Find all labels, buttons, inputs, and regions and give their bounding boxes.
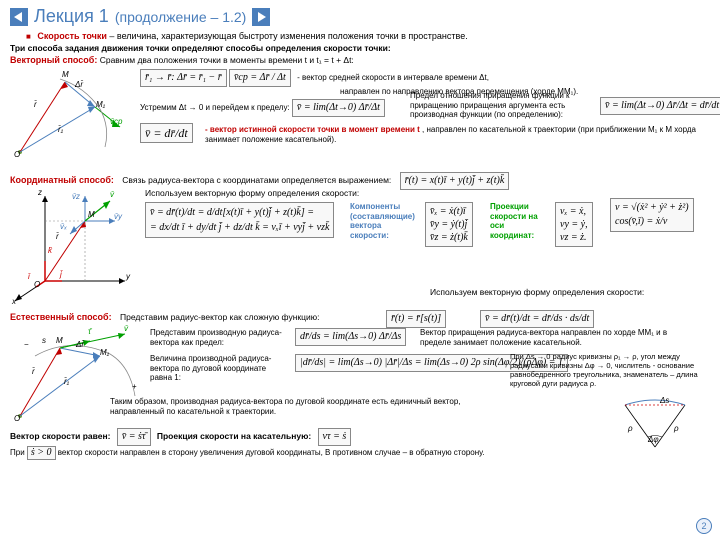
nat-rep: Представим радиус-вектор как сложную фун… <box>120 312 319 322</box>
coord-use: Используем векторную форму определения с… <box>145 188 359 198</box>
triangle-left-icon <box>14 12 24 22</box>
n-ds: Δs <box>660 396 669 406</box>
coord-link-f: r̄(t) = x(t)ī + y(t)j̄ + z(t)k̄ <box>400 172 510 190</box>
vector-diagram <box>10 67 130 162</box>
three-methods: Три способа задания движения точки опред… <box>10 43 710 53</box>
n-minus: − <box>24 340 29 350</box>
diag-M: M <box>62 70 69 80</box>
n-plus: + <box>132 382 137 392</box>
coord-comp-f: v̄ₓ = ẋ(t)ī v̄y = ẏ(t)j̄ v̄z = ż(t)k̄ <box>425 202 473 247</box>
c-M: M <box>88 210 95 220</box>
c-k: k̄ <box>48 246 52 256</box>
diag-O: O <box>14 150 20 160</box>
next-button[interactable] <box>252 8 270 26</box>
nat-proj-f: vτ = ṡ <box>318 428 352 446</box>
nat-thus: Таким образом, производная радиуса-векто… <box>110 397 500 416</box>
n-r1: r̄₁ <box>64 377 69 387</box>
intro-line: ■ Скорость точки – величина, характеризу… <box>26 31 710 41</box>
c-x: x <box>12 297 16 307</box>
c-vz: v̄z <box>72 192 80 202</box>
coord-section: Координатный способ: Связь радиуса-векто… <box>10 172 710 312</box>
n-M: M <box>56 336 63 346</box>
n-dphi: Δφ <box>648 435 659 445</box>
lecture-subtitle: (продолжение – 1.2) <box>115 9 247 25</box>
vector-label: Векторный способ: <box>10 55 97 65</box>
nat-der-f: dr̄/ds = lim(Δs→0) Δr̄/Δs <box>295 328 406 346</box>
bullet-icon: ■ <box>26 32 31 41</box>
n-tau: τ̄ <box>88 327 91 337</box>
c-j: j̄ <box>60 270 62 280</box>
coord-mag-f: v = √(ẋ² + ẏ² + ż²) cos(v̄,ī) = ẋ/v <box>610 198 694 232</box>
prev-button[interactable] <box>10 8 28 26</box>
c-z: z <box>38 188 42 198</box>
vec-limit-note: Предел отношения приращения функции к пр… <box>410 91 595 120</box>
nat-vel-label: Вектор скорости равен: <box>10 431 110 441</box>
nat-rep-f: r̄(t) = r̄[s(t)] <box>386 310 446 328</box>
nat-mag1: Величина производной радиуса-вектора по … <box>150 354 290 383</box>
c-vx: v̄ₓ <box>60 222 67 232</box>
natural-section: Естественный способ: Представим радиус-в… <box>10 312 710 492</box>
n-O: O <box>14 414 20 424</box>
nat-label: Естественный способ: <box>10 312 112 322</box>
nat-der: Представим производную радиуса-вектора к… <box>150 328 290 347</box>
nat-proj-label: Проекция скорости на касательную: <box>157 431 311 441</box>
coord-diagram <box>10 186 135 306</box>
n-dr: Δr̄ <box>76 340 84 350</box>
nat-sign: При <box>10 448 27 457</box>
nat-use2-f: v̄ = dr̄(t)/dt = dr̄/ds · ds/dt <box>480 310 594 328</box>
c-i: ī <box>28 272 30 282</box>
c-y: y <box>126 272 130 282</box>
c-vy: v̄y <box>114 212 122 222</box>
vector-compare: Сравним два положения точки в моменты вр… <box>100 55 354 65</box>
lecture-title: Лекция 1 <box>34 6 109 27</box>
triangle-right-icon <box>256 12 266 22</box>
vec-f3: v̄ = lim(Δt→0) Δr̄/Δt <box>292 99 385 117</box>
n-r: r̄ <box>32 367 35 377</box>
coord-proj-f: vₓ = ẋ, vy = ẏ, vz = ż. <box>555 202 593 247</box>
c-r: r̄ <box>56 232 59 242</box>
diag-r: r̄ <box>34 100 37 110</box>
nat-use2-top: Используем векторную форму определения с… <box>430 287 644 297</box>
nat-chord: Вектор приращения радиуса-вектора направ… <box>420 328 700 347</box>
vec-f2: v̄ср = Δr̄ / Δt <box>229 69 291 87</box>
vec-f4: v̄ = lim(Δt→0) Δr̄/Δt = dr̄/dt <box>600 97 720 115</box>
vec-f5: v̄ = dr̄/dt <box>140 123 193 143</box>
n-M1: M₁ <box>100 348 109 358</box>
coord-f1: v̄ = dr̄(t)/dt = d/dt[x(t)ī + y(t)j̄ + z… <box>145 202 334 238</box>
speed-def: – величина, характеризующая быстроту изм… <box>109 31 467 41</box>
nat-sign2: вектор скорости направлен в сторону увел… <box>58 448 485 457</box>
page-number: 2 <box>696 518 712 534</box>
rho1: ρ <box>628 424 633 434</box>
vec-f1: r̄₁ → r̄: Δr̄ = r̄₁ − r̄ <box>140 69 227 87</box>
c-O: O <box>34 280 40 290</box>
nat-sign-f: ṡ > 0 <box>27 446 56 460</box>
c-v: v̄ <box>110 190 114 200</box>
speed-label: Скорость точки <box>37 31 107 41</box>
vec-limtxt: Устремим Δt → 0 и перейдем к пределу: <box>140 103 290 112</box>
nat-vel-f: v̄ = ṡτ̄ <box>117 428 151 446</box>
diag-M1: M₁ <box>96 100 105 110</box>
coord-comp-label: Компоненты (составляющие) вектора скорос… <box>350 202 420 240</box>
diag-vcp: v̄ср <box>110 117 122 127</box>
coord-label: Координатный способ: <box>10 175 114 185</box>
coord-proj-label: Проекции скорости на оси координат: <box>490 202 550 240</box>
coord-link: Связь радиуса-вектора с координатами опр… <box>122 175 391 185</box>
nat-radius-note: При Δs → 0 радиус кривизны ρ₁ → ρ, угол … <box>510 352 705 388</box>
diag-dr: Δr̄ <box>75 80 83 90</box>
diag-r1: r̄₁ <box>58 125 63 135</box>
header: Лекция 1 (продолжение – 1.2) <box>10 6 710 27</box>
vector-section: Векторный способ: Сравним два положения … <box>10 55 710 170</box>
n-s: s <box>42 336 46 346</box>
rho2: ρ <box>674 424 679 434</box>
n-v: v̄ <box>124 324 128 334</box>
vec-true: - вектор истинной скорости точки в момен… <box>205 125 420 134</box>
vec-avg: - вектор средней скорости в интервале вр… <box>297 73 489 82</box>
